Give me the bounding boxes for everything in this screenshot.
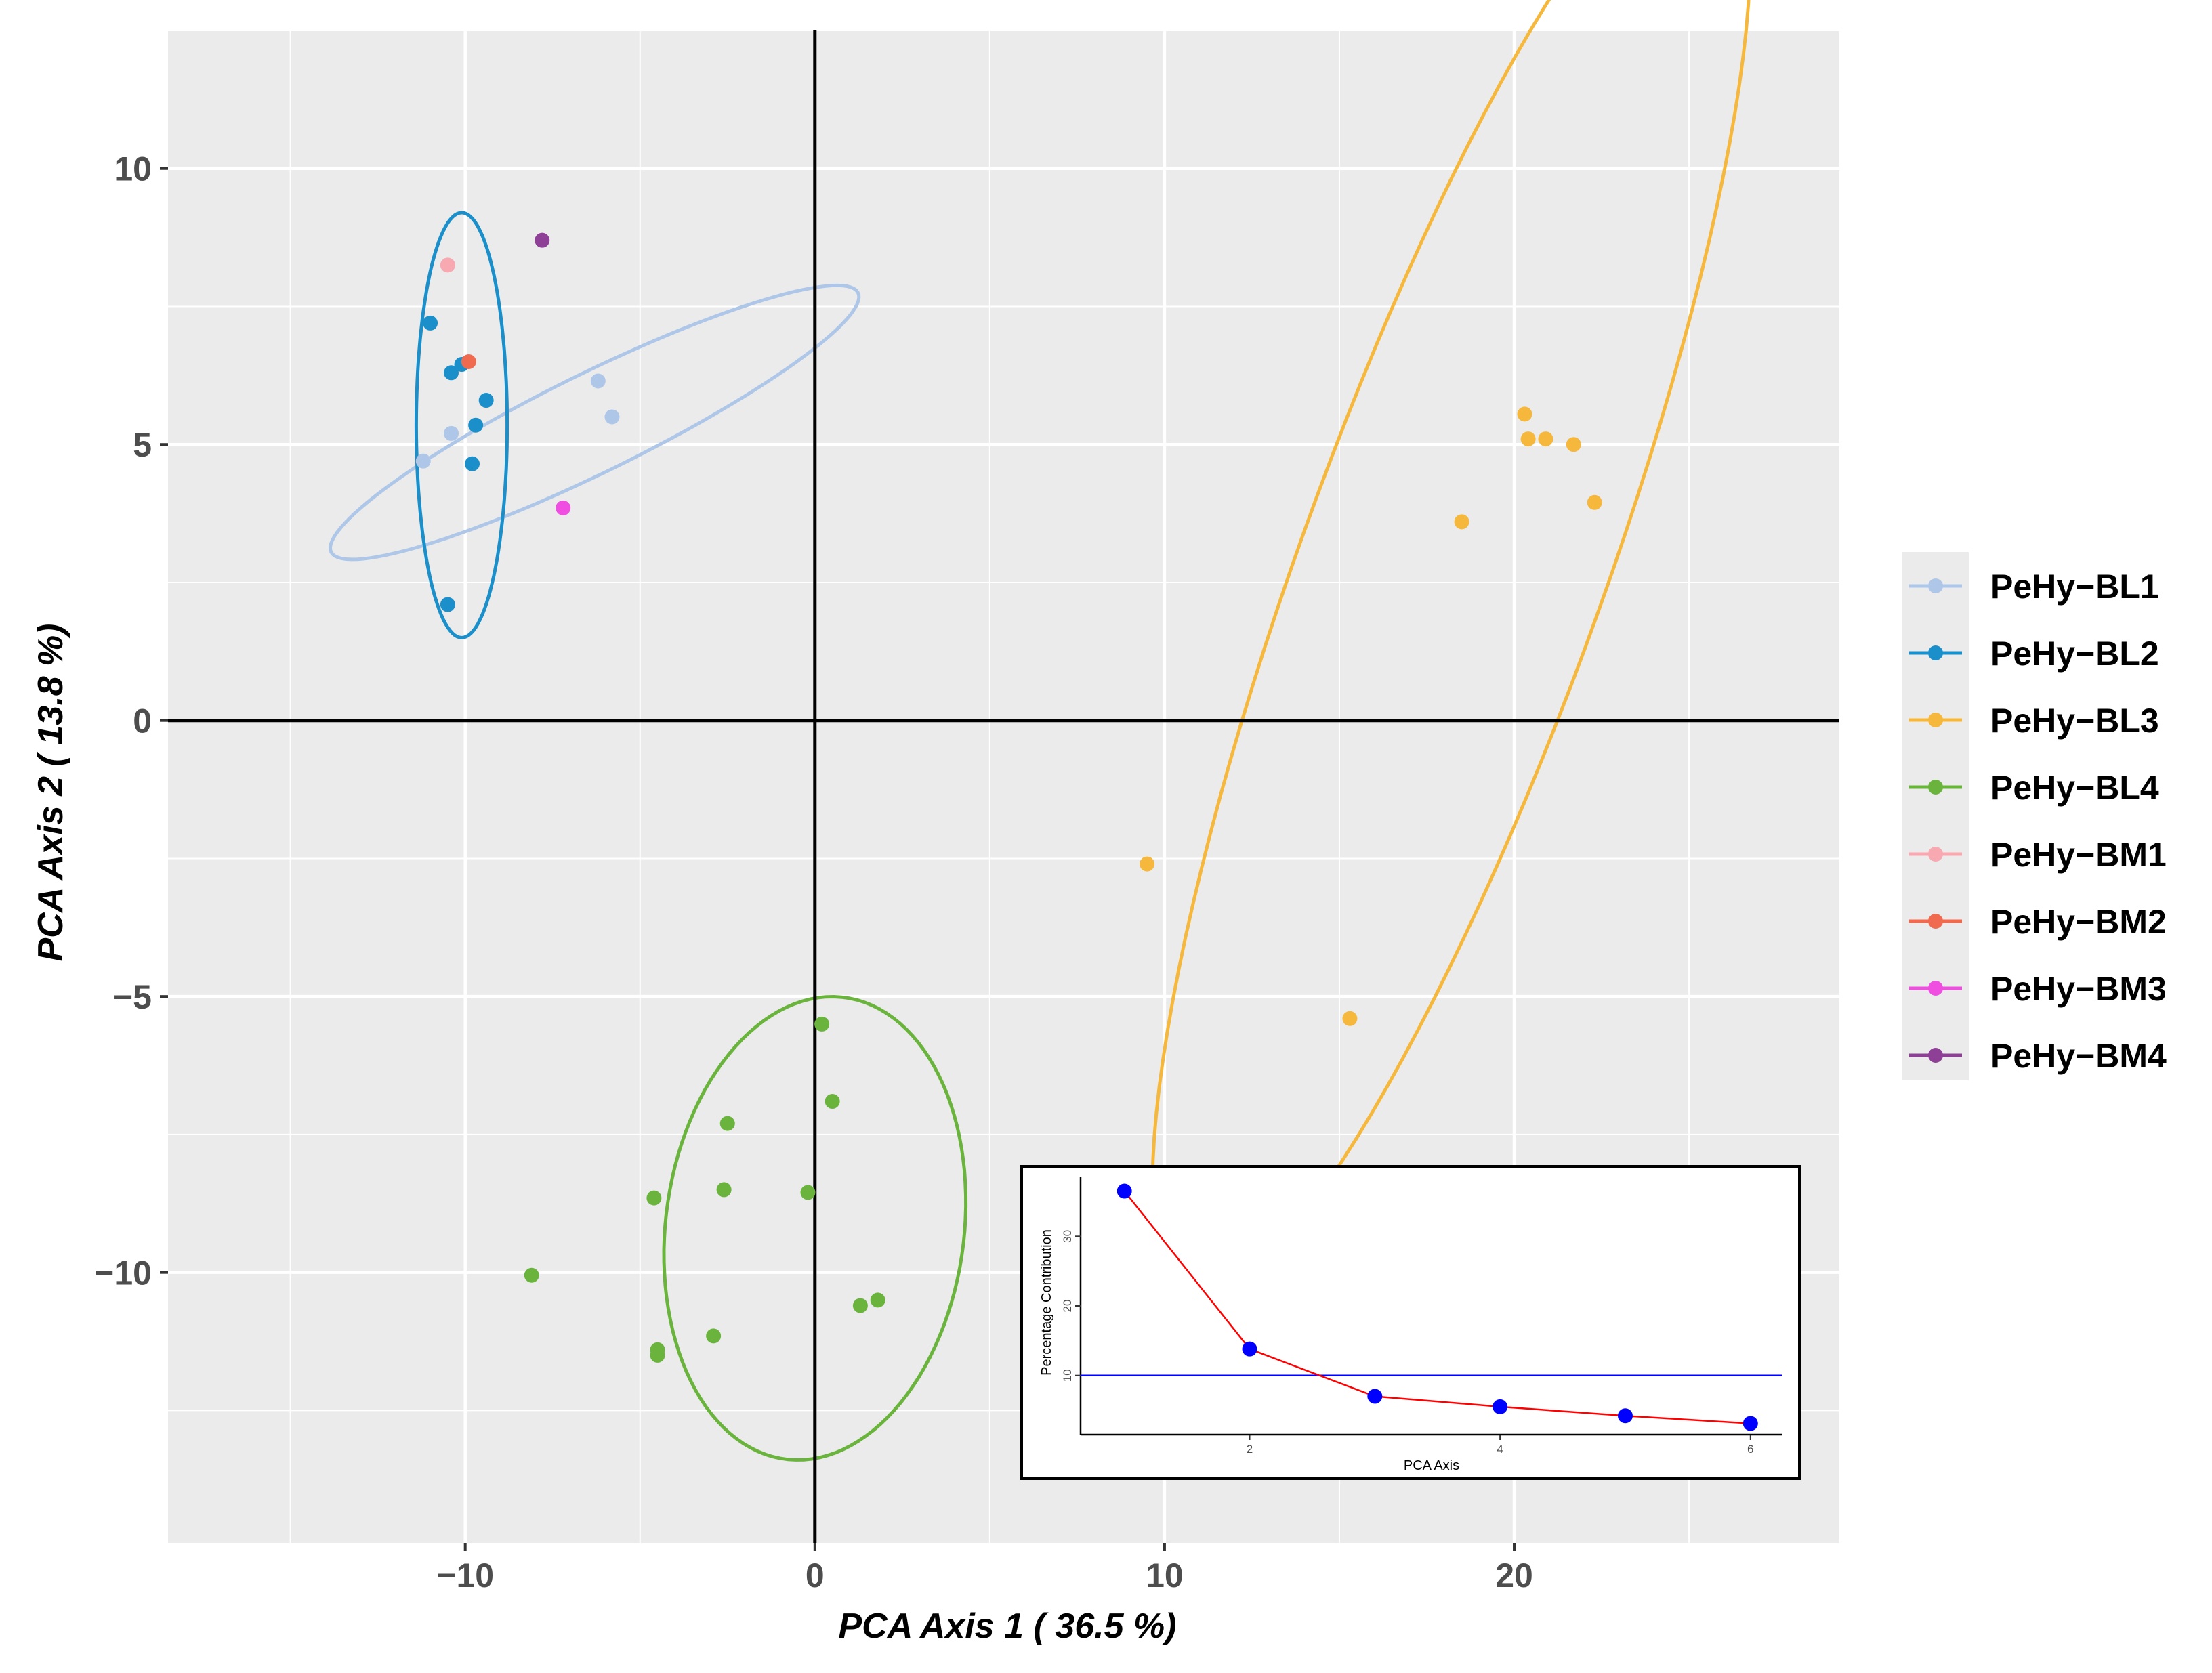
y-tick-label: −5 [113, 978, 152, 1016]
legend-key-point [1928, 780, 1943, 795]
data-point-series-2 [465, 456, 480, 471]
data-point-series-4 [706, 1328, 722, 1344]
legend-label: PeHy−BM2 [1990, 903, 2167, 941]
axis-ticks: −10 0 10 20 10 5 0 −5 −10 [94, 150, 1533, 1594]
data-point-series-4 [646, 1190, 662, 1206]
data-point-series-4 [852, 1298, 868, 1313]
data-point-series-4 [716, 1182, 732, 1198]
data-point-series-1 [604, 409, 620, 425]
y-tick-label: 5 [133, 426, 152, 464]
inset-frame [1020, 1165, 1801, 1480]
data-point-series-8 [535, 232, 550, 248]
legend-label: PeHy−BM4 [1990, 1037, 2167, 1075]
x-tick-label: 20 [1495, 1556, 1533, 1594]
data-point-series-4 [870, 1292, 885, 1308]
data-point-series-3 [1587, 494, 1602, 510]
legend-label: PeHy−BM3 [1990, 970, 2167, 1008]
data-point-series-2 [423, 315, 438, 331]
data-point-series-2 [478, 393, 494, 408]
data-point-series-4 [814, 1016, 830, 1032]
data-point-series-3 [1538, 431, 1553, 447]
data-point-series-1 [415, 453, 431, 469]
data-point-series-3 [1566, 437, 1581, 452]
inset-data-point [1242, 1341, 1257, 1357]
legend: PeHy−BL1 PeHy−BL2 PeHy−BL3 PeHy−BL4 PeHy−BM1… [1902, 552, 2167, 1080]
legend-key-point [1928, 645, 1943, 660]
y-tick-label: 0 [133, 702, 152, 740]
inset-y-tick-label: 30 [1061, 1230, 1074, 1243]
data-point-series-6 [461, 354, 476, 369]
inset-scree-plot: PCA Axis Percentage Contribution 10 20 30 2… [1020, 1165, 1801, 1480]
data-point-series-4 [800, 1185, 816, 1200]
data-point-series-3 [1454, 514, 1469, 530]
inset-data-point [1617, 1408, 1633, 1424]
x-tick-label: 0 [806, 1556, 825, 1594]
x-axis-title: PCA Axis 1 ( 36.5 %) [838, 1607, 1176, 1646]
minor-gridlines [168, 30, 1839, 1543]
legend-key-point [1928, 847, 1943, 862]
legend-key-point [1928, 713, 1943, 727]
y-axis-title: PCA Axis 2 ( 13.8 %) [31, 623, 70, 961]
legend-label: PeHy−BL1 [1990, 568, 2159, 606]
data-point-series-4 [719, 1116, 735, 1131]
confidence-ellipse-1 [328, 283, 861, 562]
data-point-series-1 [444, 425, 459, 441]
reference-lines [168, 30, 1839, 1543]
legend-key-background [1902, 552, 1969, 1080]
x-tick-label: 10 [1146, 1556, 1184, 1594]
data-point-series-2 [444, 365, 459, 381]
data-point-series-7 [556, 500, 571, 515]
x-tick-label: −10 [436, 1556, 494, 1594]
data-point-series-1 [590, 373, 606, 389]
data-point-series-4 [524, 1267, 539, 1283]
legend-label: PeHy−BL3 [1990, 702, 2159, 740]
data-point-series-4 [650, 1347, 665, 1363]
inset-x-tick-label: 2 [1247, 1443, 1253, 1456]
confidence-ellipse-2 [414, 211, 509, 640]
inset-data-point [1743, 1416, 1758, 1431]
inset-y-tick-label: 20 [1061, 1300, 1074, 1313]
inset-data-point [1117, 1183, 1132, 1199]
y-tick-label: 10 [114, 150, 152, 188]
legend-key-point [1928, 1048, 1943, 1063]
inset-x-tick-label: 6 [1747, 1443, 1753, 1456]
data-point-series-3 [1140, 856, 1155, 872]
legend-label: PeHy−BM1 [1990, 836, 2167, 874]
inset-y-tick-label: 10 [1061, 1369, 1074, 1382]
data-point-series-3 [1342, 1011, 1358, 1026]
legend-key-point [1928, 578, 1943, 593]
data-point-series-3 [1517, 406, 1532, 422]
inset-x-tick-label: 4 [1497, 1443, 1503, 1456]
data-point-series-2 [440, 597, 455, 612]
legend-key-point [1928, 914, 1943, 929]
data-point-series-5 [440, 257, 455, 273]
data-point-series-4 [825, 1094, 840, 1109]
legend-label: PeHy−BL2 [1990, 635, 2159, 673]
inset-x-axis-title: PCA Axis [1404, 1458, 1459, 1473]
data-point-series-3 [1520, 431, 1536, 447]
data-point-series-2 [468, 417, 484, 433]
inset-y-axis-title: Percentage Contribution [1039, 1229, 1054, 1376]
legend-key-point [1928, 981, 1943, 996]
inset-data-point [1367, 1389, 1383, 1404]
confidence-ellipse-4 [662, 994, 968, 1462]
scatter-points [415, 232, 1602, 1363]
legend-label: PeHy−BL4 [1990, 769, 2159, 807]
inset-series-line [1123, 1190, 1751, 1424]
y-tick-label: −10 [94, 1254, 152, 1292]
inset-data-point [1493, 1399, 1508, 1414]
